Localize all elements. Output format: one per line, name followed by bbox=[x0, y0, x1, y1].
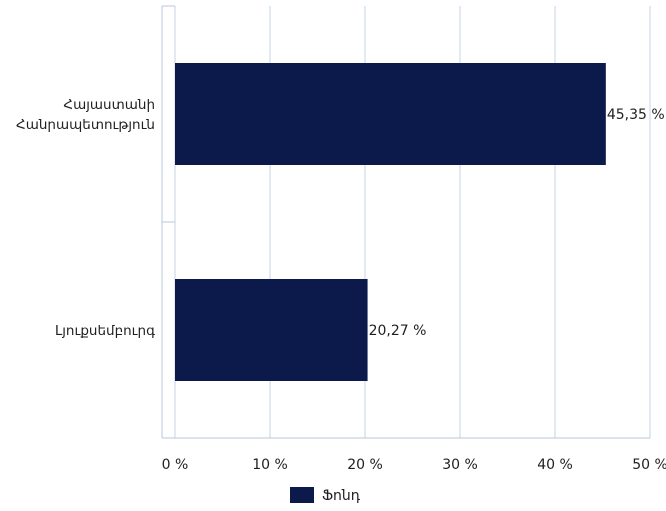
legend-swatch bbox=[290, 487, 314, 503]
bar bbox=[175, 63, 606, 165]
category-label: Լյուքսեմբուրգ bbox=[55, 323, 155, 339]
x-tick-label: 40 % bbox=[537, 457, 573, 473]
x-tick-label: 0 % bbox=[162, 457, 189, 473]
x-tick-label: 50 % bbox=[632, 457, 666, 473]
x-tick-label: 30 % bbox=[442, 457, 478, 473]
category-label: Հայաստանի bbox=[63, 97, 155, 113]
x-tick-label: 20 % bbox=[347, 457, 383, 473]
legend-label: Ֆոնդ bbox=[322, 488, 361, 504]
bar bbox=[175, 279, 368, 381]
x-tick-label: 10 % bbox=[252, 457, 288, 473]
data-label: 20,27 % bbox=[369, 323, 427, 339]
data-label: 45,35 % bbox=[607, 107, 665, 123]
category-label: Հանրապետություն bbox=[16, 117, 155, 133]
